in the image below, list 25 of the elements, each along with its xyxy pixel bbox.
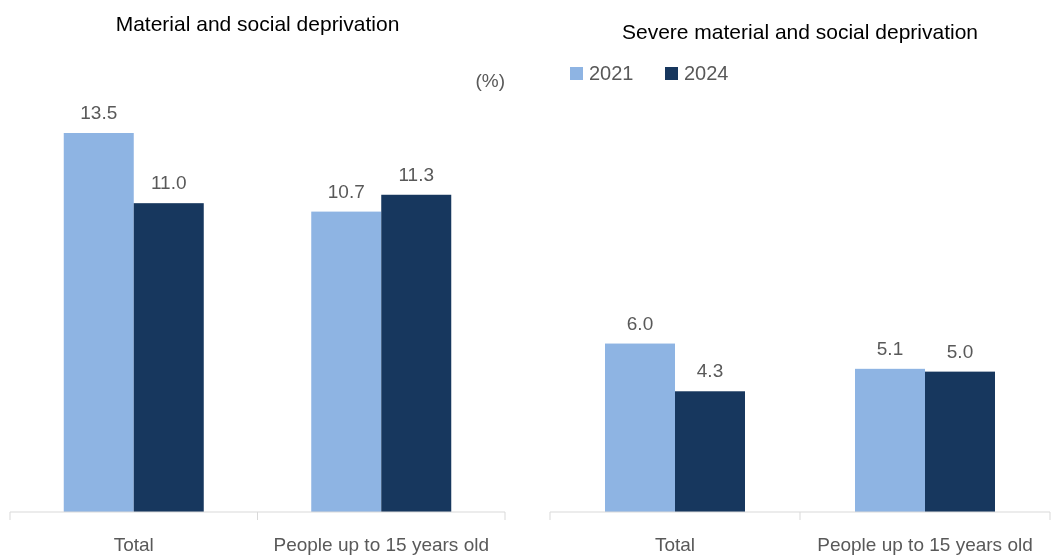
y-axis-title: (%) [475, 70, 505, 91]
chart-title: Material and social deprivation [115, 12, 400, 35]
data-label: 11.3 [398, 163, 435, 185]
bar [63, 133, 134, 512]
x-tick-label: People up to 15 years old [817, 534, 1033, 555]
legend-label: 2024 [684, 62, 729, 84]
bar [855, 368, 925, 512]
data-label: 6.0 [626, 312, 654, 334]
data-label: 11.0 [150, 172, 187, 194]
bar [605, 343, 675, 512]
legend-label: 2021 [589, 62, 634, 84]
bar [381, 194, 452, 512]
data-label: 13.5 [80, 102, 118, 123]
x-tick-label: Total [654, 534, 696, 555]
bar [133, 203, 204, 512]
data-label: 10.7 [327, 180, 365, 202]
bar [675, 391, 745, 512]
data-label: 4.3 [696, 360, 724, 382]
bar [925, 371, 995, 512]
chart-title: Severe material and social deprivation [621, 20, 979, 43]
data-label: 5.1 [876, 337, 904, 359]
bar [311, 211, 382, 512]
x-tick-label: People up to 15 years old [273, 534, 489, 555]
x-tick-label: Total [113, 534, 154, 555]
data-label: 5.0 [946, 340, 974, 362]
